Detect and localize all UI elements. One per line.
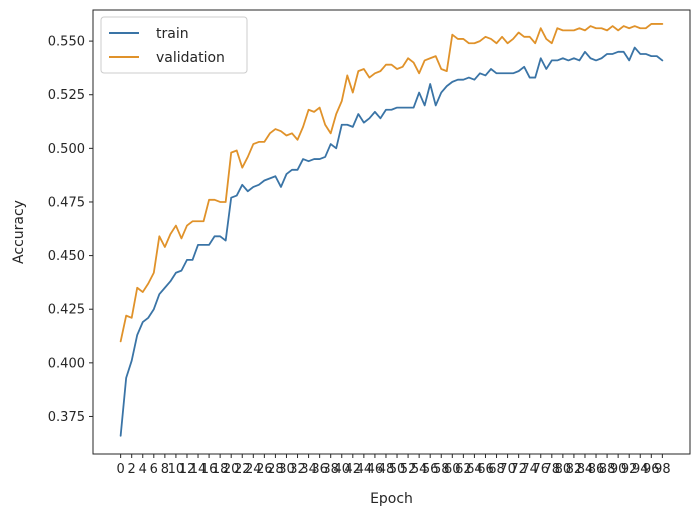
x-tick-label: 26: [256, 462, 273, 477]
y-tick-label: 0.400: [48, 356, 85, 371]
x-tick-label: 34: [300, 462, 317, 477]
x-tick-label: 56: [422, 462, 439, 477]
x-tick-label: 82: [566, 462, 583, 477]
x-tick-label: 76: [532, 462, 549, 477]
x-tick-label: 42: [345, 462, 362, 477]
x-tick-label: 96: [643, 462, 660, 477]
plot-area: [93, 10, 690, 454]
x-tick-label: 16: [201, 462, 218, 477]
x-tick-label: 88: [599, 462, 616, 477]
x-tick-label: 36: [311, 462, 328, 477]
y-tick-label: 0.525: [48, 88, 85, 103]
x-tick-label: 84: [577, 462, 594, 477]
series-line-validation: [119, 23, 664, 343]
x-tick-label: 74: [521, 462, 538, 477]
x-tick-label: 30: [278, 462, 295, 477]
x-tick-label: 24: [245, 462, 262, 477]
y-tick-label: 0.425: [48, 303, 85, 318]
x-tick-label: 62: [455, 462, 472, 477]
y-tick-label: 0.550: [48, 35, 85, 50]
x-tick-label: 38: [322, 462, 339, 477]
y-axis-label: Accuracy: [11, 200, 27, 264]
x-tick-label: 68: [488, 462, 505, 477]
series-layer: [119, 23, 664, 437]
x-tick-label: 4: [139, 462, 147, 477]
x-tick-label: 18: [212, 462, 229, 477]
x-tick-label: 70: [499, 462, 516, 477]
x-tick-label: 94: [632, 462, 649, 477]
y-tick-label: 0.450: [48, 249, 85, 264]
legend: train validation: [100, 16, 248, 74]
x-tick-label: 86: [588, 462, 605, 477]
x-tick-label: 80: [555, 462, 572, 477]
plot-background: [93, 10, 690, 454]
x-axis-ticks: 0 2 4 6 810121416182022242628303234363840424…: [116, 454, 671, 477]
x-tick-label: 28: [267, 462, 284, 477]
y-tick-label: 0.500: [48, 142, 85, 157]
y-tick-label: 0.375: [48, 410, 85, 425]
x-tick-label: 14: [190, 462, 207, 477]
legend-label-validation: validation: [156, 50, 225, 66]
x-tick-label: 6: [150, 462, 158, 477]
x-axis-label: Epoch: [370, 491, 413, 507]
x-tick-label: 8: [161, 462, 169, 477]
y-axis-ticks: 0.375 0.400 0.425 0.450 0.475 0.500 0.525 0.550: [48, 35, 93, 425]
x-tick-label: 32: [289, 462, 306, 477]
x-tick-label: 46: [367, 462, 384, 477]
series-line-train: [119, 46, 664, 437]
x-tick-label: 66: [477, 462, 494, 477]
x-tick-label: 10: [168, 462, 185, 477]
legend-box: [100, 16, 248, 74]
x-tick-label: 64: [466, 462, 483, 477]
x-tick-label: 44: [356, 462, 373, 477]
x-tick-label: 78: [544, 462, 561, 477]
x-tick-label: 0: [116, 462, 124, 477]
x-tick-label: 40: [333, 462, 350, 477]
x-tick-label: 58: [433, 462, 450, 477]
x-tick-label: 54: [411, 462, 428, 477]
x-tick-label: 20: [223, 462, 240, 477]
y-tick-label: 0.475: [48, 195, 85, 210]
x-tick-label: 52: [400, 462, 417, 477]
x-tick-label: 22: [234, 462, 251, 477]
x-tick-label: 12: [179, 462, 196, 477]
x-tick-label: 2: [128, 462, 136, 477]
plot-frame: [92, 9, 691, 455]
x-tick-label: 60: [444, 462, 461, 477]
x-tick-label: 48: [378, 462, 395, 477]
x-tick-label: 50: [389, 462, 406, 477]
x-tick-label: 90: [610, 462, 627, 477]
x-tick-label: 72: [510, 462, 527, 477]
legend-label-train: train: [156, 26, 189, 42]
x-tick-label: 92: [621, 462, 638, 477]
x-tick-label: 98: [654, 462, 671, 477]
